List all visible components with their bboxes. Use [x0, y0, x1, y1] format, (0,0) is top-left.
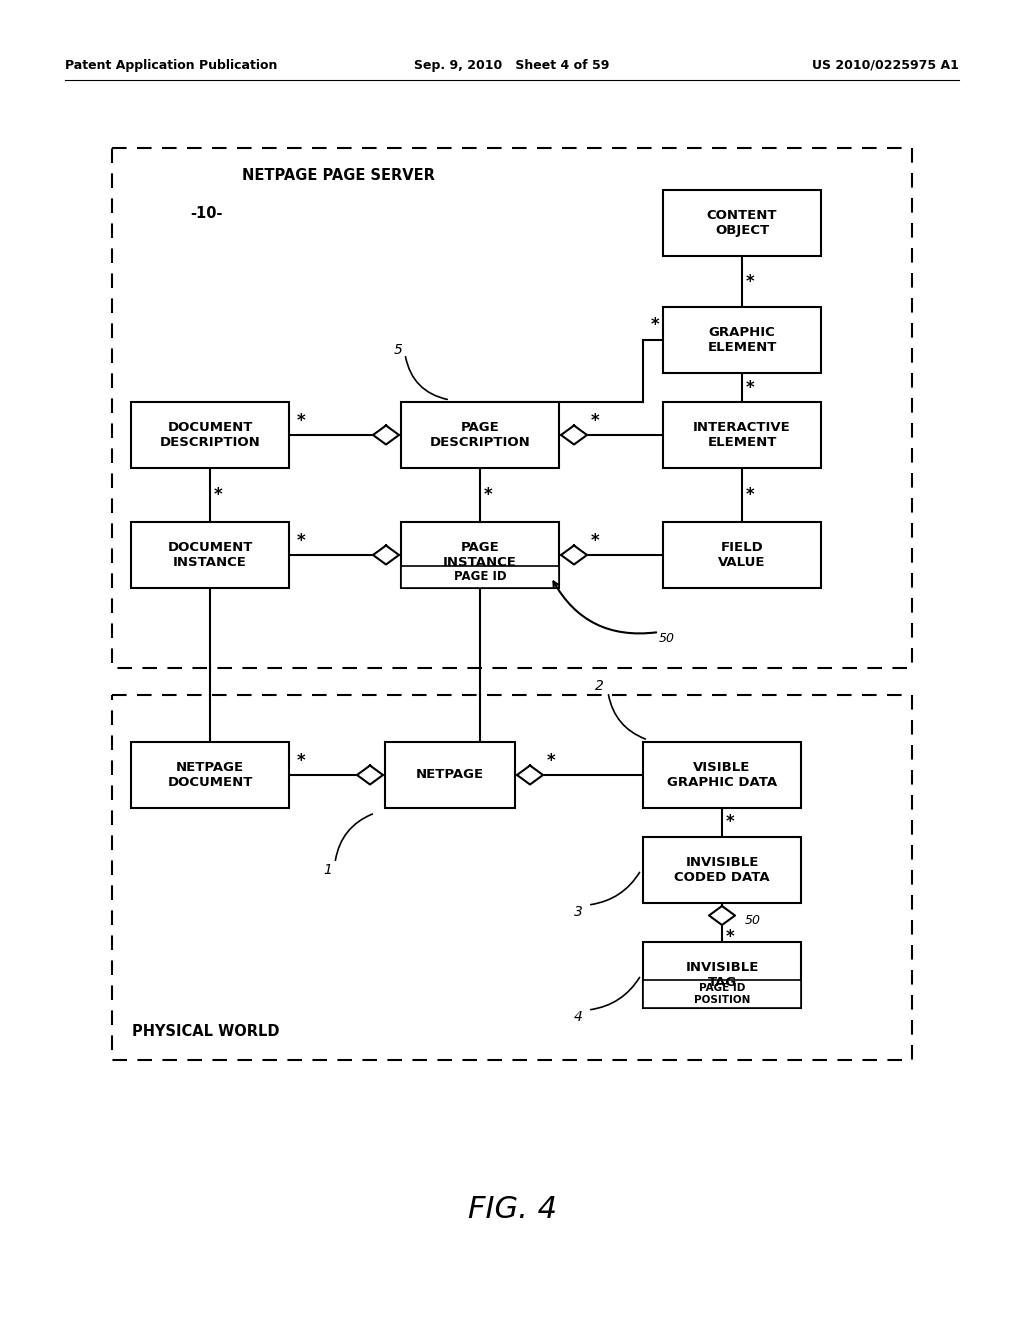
Polygon shape: [709, 906, 735, 925]
Text: *: *: [297, 412, 305, 430]
Text: *: *: [547, 752, 555, 770]
Text: PAGE ID
POSITION: PAGE ID POSITION: [694, 983, 751, 1005]
Text: -10-: -10-: [190, 206, 222, 220]
Bar: [643, 942, 801, 1008]
Text: PAGE
DESCRIPTION: PAGE DESCRIPTION: [430, 421, 530, 449]
Text: Patent Application Publication: Patent Application Publication: [65, 58, 278, 71]
Bar: [131, 403, 289, 469]
Text: *: *: [745, 379, 755, 396]
Text: 3: 3: [573, 906, 583, 919]
Bar: [663, 521, 821, 587]
Bar: [663, 403, 821, 469]
Text: DOCUMENT
INSTANCE: DOCUMENT INSTANCE: [167, 541, 253, 569]
Text: 50: 50: [659, 632, 675, 645]
Text: INVISIBLE
TAG: INVISIBLE TAG: [685, 961, 759, 989]
Bar: [401, 403, 559, 469]
Bar: [401, 521, 559, 587]
Text: *: *: [650, 315, 659, 334]
Bar: [131, 521, 289, 587]
Polygon shape: [561, 545, 587, 565]
Text: 5: 5: [393, 343, 402, 356]
Text: NETPAGE PAGE SERVER: NETPAGE PAGE SERVER: [242, 169, 435, 183]
Bar: [112, 696, 912, 1060]
Text: *: *: [297, 752, 305, 770]
Text: PAGE
INSTANCE: PAGE INSTANCE: [443, 541, 517, 569]
Text: *: *: [745, 486, 755, 504]
Bar: [385, 742, 515, 808]
Polygon shape: [561, 425, 587, 445]
Text: 50: 50: [745, 913, 761, 927]
Text: *: *: [297, 532, 305, 550]
Text: *: *: [483, 486, 493, 504]
Text: *: *: [591, 532, 599, 550]
Polygon shape: [373, 545, 399, 565]
Bar: [663, 308, 821, 374]
Text: *: *: [591, 412, 599, 430]
Text: INVISIBLE
CODED DATA: INVISIBLE CODED DATA: [674, 855, 770, 884]
Text: VISIBLE
GRAPHIC DATA: VISIBLE GRAPHIC DATA: [667, 762, 777, 789]
Text: US 2010/0225975 A1: US 2010/0225975 A1: [812, 58, 959, 71]
Bar: [643, 837, 801, 903]
Bar: [401, 566, 559, 587]
Text: 4: 4: [573, 1010, 583, 1024]
Text: DOCUMENT
DESCRIPTION: DOCUMENT DESCRIPTION: [160, 421, 260, 449]
Text: NETPAGE: NETPAGE: [416, 768, 484, 781]
Text: NETPAGE
DOCUMENT: NETPAGE DOCUMENT: [167, 762, 253, 789]
Text: *: *: [214, 486, 222, 504]
Text: FIG. 4: FIG. 4: [468, 1196, 556, 1225]
Text: FIELD
VALUE: FIELD VALUE: [718, 541, 766, 569]
Bar: [643, 742, 801, 808]
Bar: [112, 148, 912, 668]
Text: PHYSICAL WORLD: PHYSICAL WORLD: [132, 1024, 280, 1040]
Text: GRAPHIC
ELEMENT: GRAPHIC ELEMENT: [708, 326, 776, 354]
Bar: [131, 742, 289, 808]
Text: 2: 2: [595, 678, 603, 693]
Bar: [643, 979, 801, 1008]
Polygon shape: [357, 766, 383, 784]
Text: Sep. 9, 2010   Sheet 4 of 59: Sep. 9, 2010 Sheet 4 of 59: [415, 58, 609, 71]
Text: INTERACTIVE
ELEMENT: INTERACTIVE ELEMENT: [693, 421, 791, 449]
Text: 1: 1: [324, 863, 333, 876]
Text: *: *: [726, 928, 734, 946]
Polygon shape: [517, 766, 543, 784]
Polygon shape: [373, 425, 399, 445]
Text: PAGE ID: PAGE ID: [454, 570, 506, 583]
Text: *: *: [745, 272, 755, 290]
Text: *: *: [726, 813, 734, 832]
Text: CONTENT
OBJECT: CONTENT OBJECT: [707, 209, 777, 238]
Bar: [663, 190, 821, 256]
